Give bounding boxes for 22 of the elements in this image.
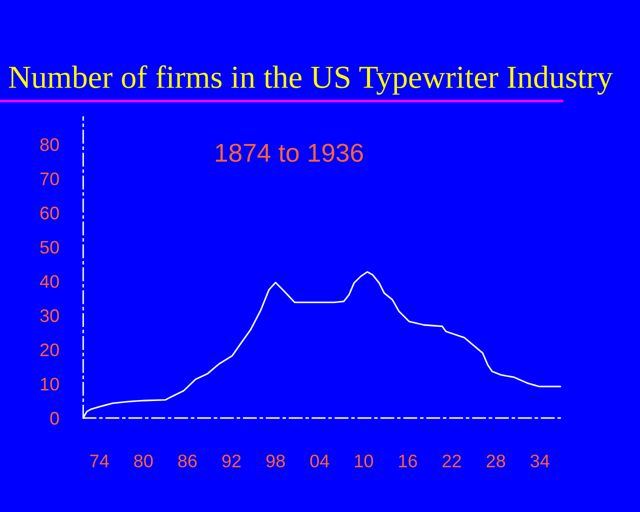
y-tick-label: 30 — [40, 309, 59, 322]
y-tick-label: 20 — [40, 344, 59, 356]
y-tick-label: 10 — [40, 378, 59, 391]
chart-title: Number of firms in the US Typewriter Industry — [8, 65, 613, 95]
x-tick-label: 04 — [310, 454, 330, 468]
x-tick-label: 80 — [134, 454, 153, 468]
x-tick-label: 28 — [486, 454, 506, 468]
y-tick-label: 50 — [40, 240, 59, 254]
y-tick-label: 60 — [40, 206, 59, 220]
x-tick-label: 10 — [355, 454, 374, 468]
x-tick-label: 86 — [178, 454, 197, 468]
x-tick-label: 74 — [90, 454, 109, 468]
y-tick-label: 80 — [40, 138, 59, 152]
x-tick-label: 34 — [530, 454, 550, 468]
x-tick-label: 16 — [399, 454, 417, 468]
text: 1874 to 1936 — [216, 144, 363, 162]
x-tick-label: 92 — [222, 454, 241, 468]
x-tick-label: 22 — [442, 454, 461, 468]
y-tick-label: 70 — [40, 172, 59, 186]
y-tick-label: 40 — [40, 275, 59, 288]
y-tick-label: 0 — [50, 412, 59, 425]
x-tick-label: 98 — [266, 454, 285, 468]
